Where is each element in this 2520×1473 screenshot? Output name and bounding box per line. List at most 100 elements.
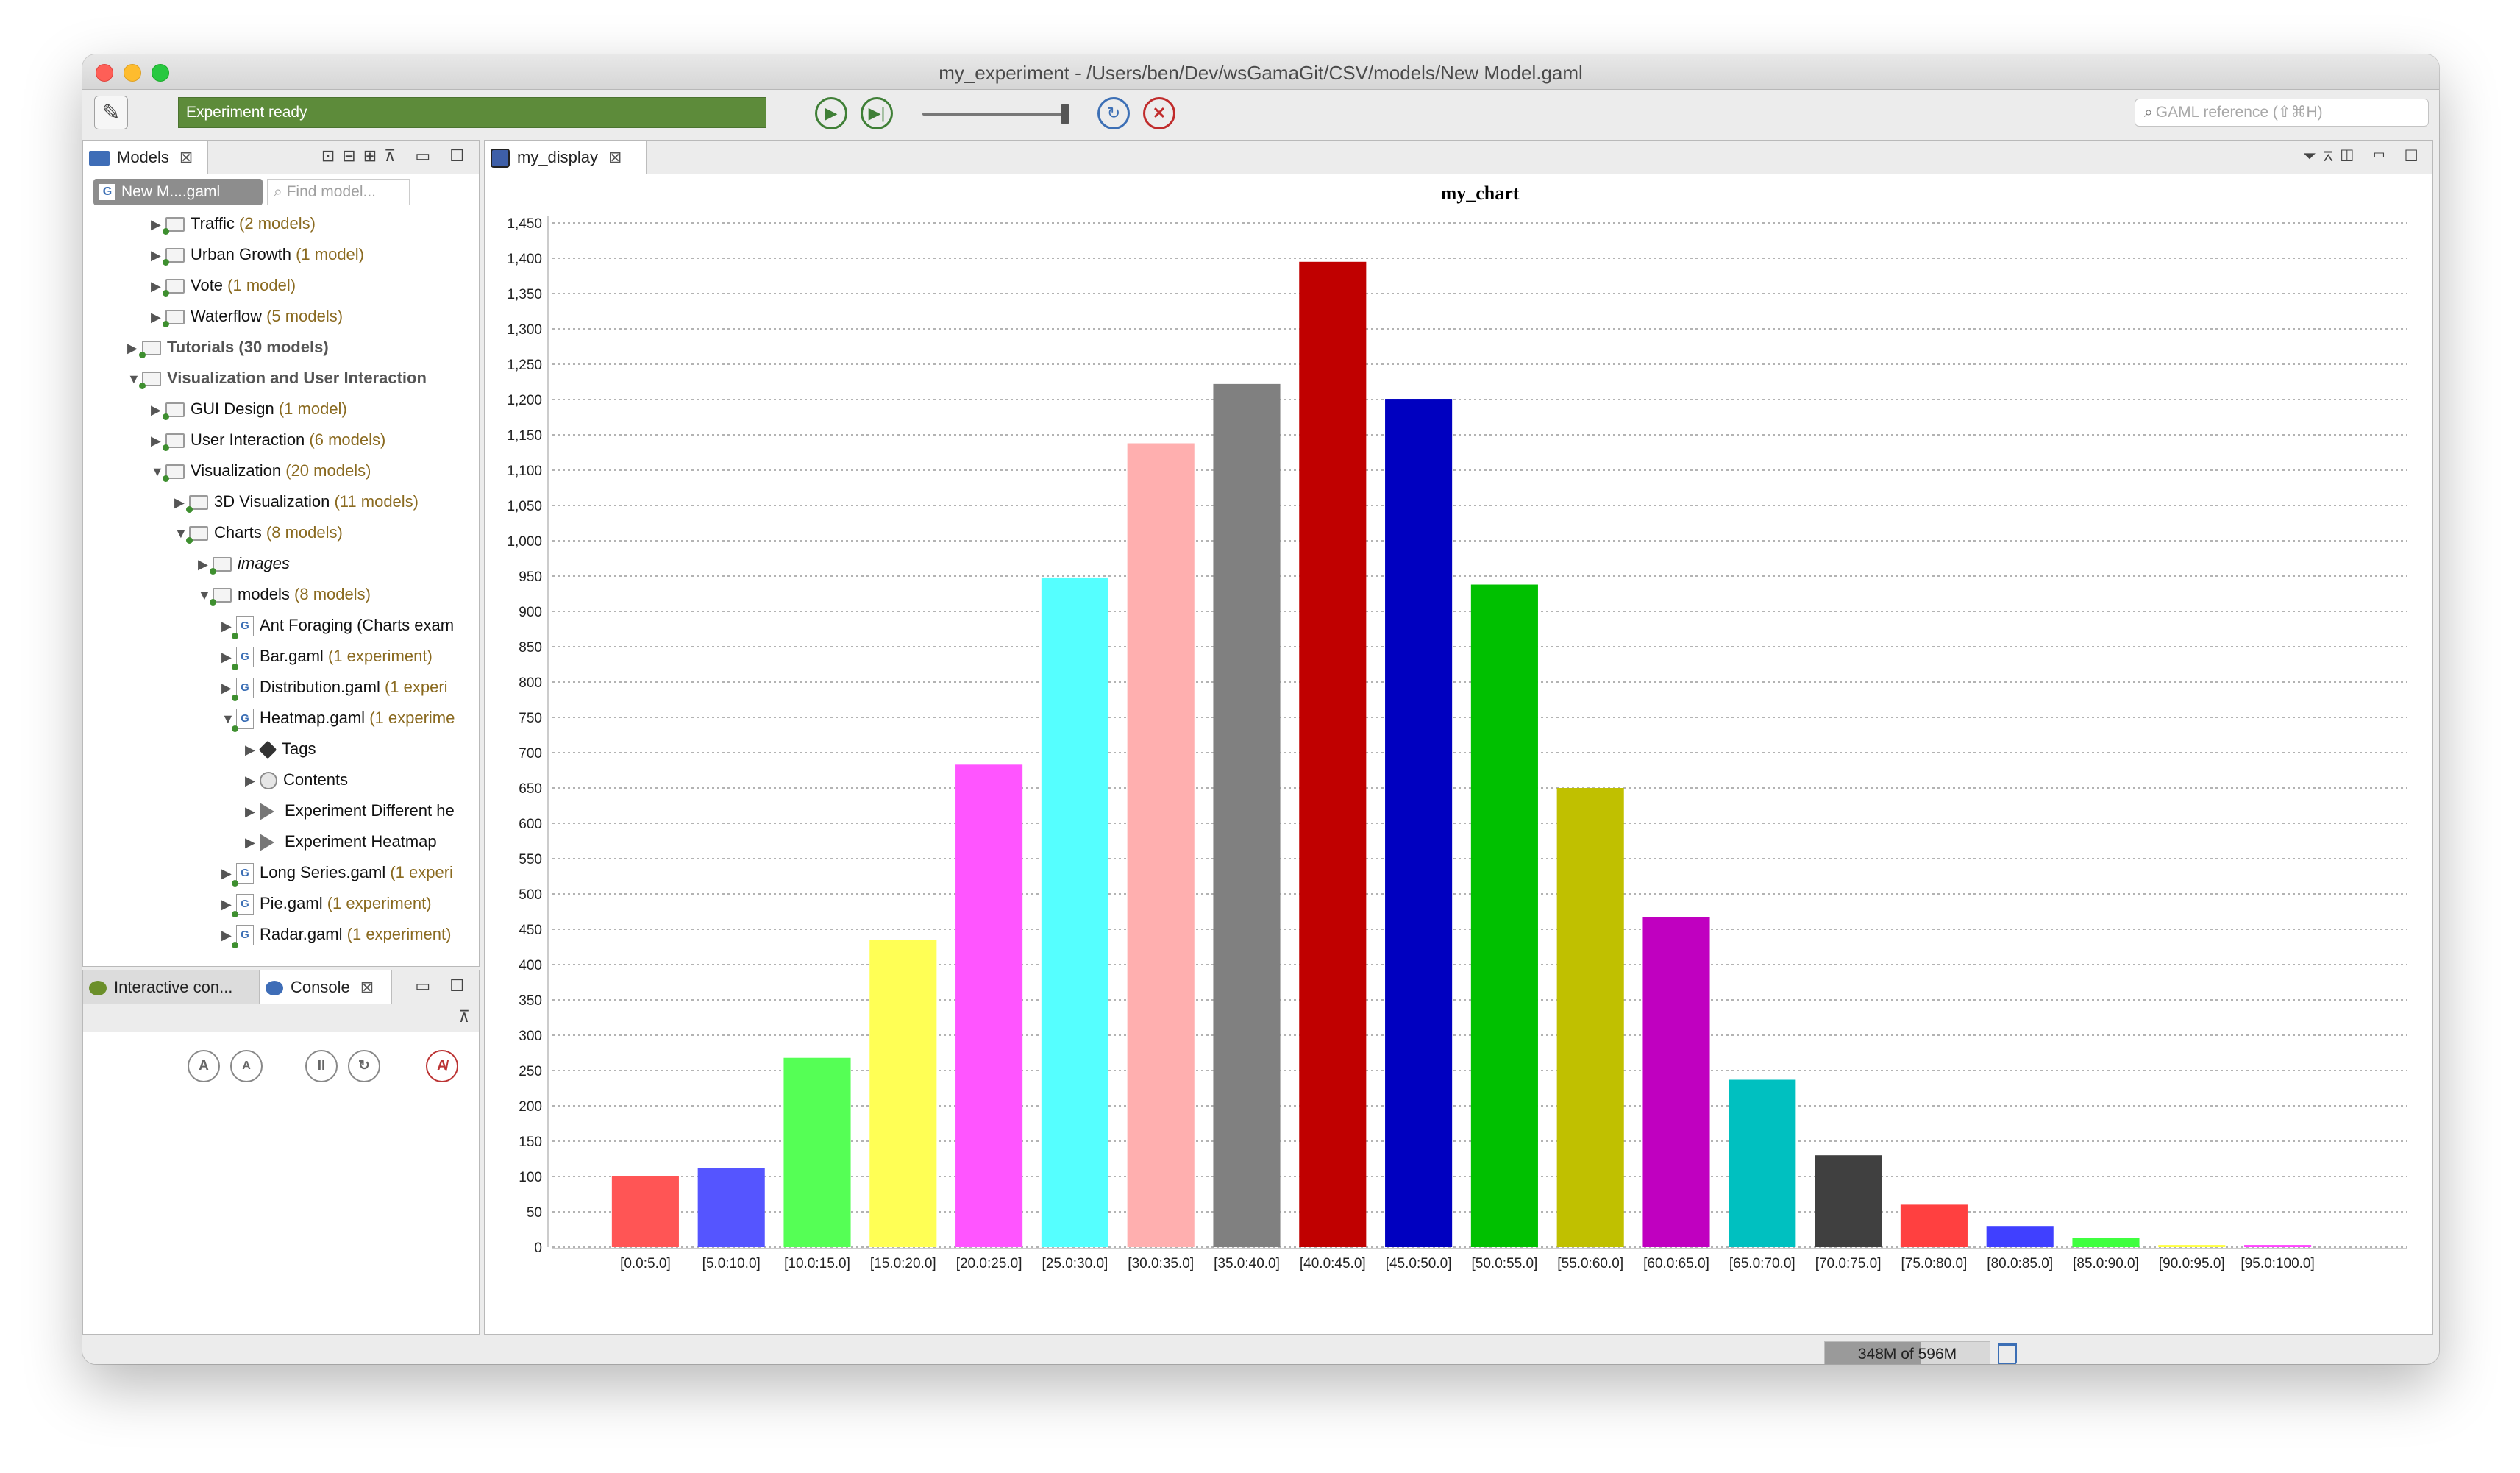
chevron-down-icon[interactable]: ▼ [127, 372, 140, 386]
chevron-right-icon[interactable]: ▶ [245, 742, 255, 757]
tree-item[interactable]: ▶ Tags [245, 734, 316, 764]
folder-icon [89, 151, 110, 166]
find-model-input[interactable]: ⌕ Find model... [267, 179, 410, 205]
tree-item-count: (1 experiment) [327, 894, 432, 912]
speed-slider-knob[interactable] [1061, 104, 1069, 124]
play-icon[interactable]: ▶ [815, 97, 847, 129]
chevron-down-icon[interactable]: ▼ [174, 526, 188, 541]
tree-item[interactable]: ▶ G Ant Foraging (Charts exam [221, 610, 454, 641]
close-icon[interactable]: ⊠ [360, 978, 374, 996]
y-tick-label: 550 [519, 852, 542, 867]
chevron-right-icon[interactable]: ▶ [245, 835, 255, 850]
chevron-right-icon[interactable]: ▶ [151, 433, 161, 448]
window-close-button[interactable] [96, 64, 113, 82]
tree-item[interactable]: ▶ G Distribution.gaml (1 experi [221, 672, 448, 703]
tree-item[interactable]: ▶ Tutorials (30 models) [127, 332, 329, 363]
tree-item-count: (2 models) [239, 214, 316, 233]
window-title: my_experiment - /Users/ben/Dev/wsGamaGit… [939, 62, 1583, 84]
tree-item[interactable]: ▶ Vote (1 model) [151, 270, 296, 301]
chevron-right-icon[interactable]: ▶ [245, 773, 255, 788]
tree-item[interactable]: ▶ GUI Design (1 model) [151, 394, 347, 425]
window-minimize-button[interactable] [124, 64, 141, 82]
chevron-right-icon[interactable]: ▶ [198, 557, 208, 572]
tab-my-display[interactable]: my_display ⊠ [485, 141, 647, 174]
chevron-right-icon[interactable]: ▶ [151, 279, 161, 294]
chevron-right-icon[interactable]: ▶ [245, 804, 255, 819]
close-icon[interactable]: ⊠ [179, 148, 193, 166]
collapse-icon[interactable]: ⊼ [458, 1007, 470, 1026]
display-panel-icons[interactable]: ⏷⊼◫ ▭ ☐ [2302, 146, 2425, 165]
chevron-right-icon[interactable]: ▶ [151, 310, 161, 324]
tree-item[interactable]: ▼ models (8 models) [198, 579, 371, 610]
close-icon[interactable]: ✕ [1143, 97, 1175, 129]
memory-indicator[interactable]: 348M of 596M [1824, 1341, 1990, 1364]
chevron-down-icon[interactable]: ▼ [221, 711, 235, 726]
y-tick-label: 1,050 [507, 499, 542, 514]
chevron-down-icon[interactable]: ▼ [151, 464, 164, 479]
decrease-font-icon[interactable]: A [230, 1050, 263, 1082]
tree-item[interactable]: ▶ G Long Series.gaml (1 experi [221, 857, 453, 888]
tree-item[interactable]: ▶ images [198, 548, 290, 579]
model-selector-button[interactable]: G New M....gaml [93, 179, 263, 205]
clear-console-icon[interactable]: A̸ [426, 1050, 458, 1082]
tree-item[interactable]: ▶ 3D Visualization (11 models) [174, 486, 419, 517]
panel-toolbar-icons[interactable]: ⊡⊟⊞⊼ ▭ ☐ [321, 146, 471, 165]
chevron-right-icon[interactable]: ▶ [221, 619, 232, 633]
console-panel-icons[interactable]: ▭ ☐ [415, 976, 471, 995]
folder-icon [163, 402, 185, 421]
chevron-right-icon[interactable]: ▶ [221, 866, 232, 881]
chevron-right-icon[interactable]: ▶ [221, 897, 232, 912]
refresh-icon[interactable]: ↻ [348, 1050, 380, 1082]
chevron-right-icon[interactable]: ▶ [221, 928, 232, 943]
reload-icon[interactable]: ↻ [1097, 97, 1130, 129]
folder-icon [163, 433, 185, 452]
chevron-right-icon[interactable]: ▶ [151, 402, 161, 417]
chevron-right-icon[interactable]: ▶ [221, 681, 232, 695]
bar [1470, 584, 1538, 1247]
tab-models[interactable]: Models ⊠ [83, 141, 208, 174]
window-maximize-button[interactable] [152, 64, 169, 82]
chevron-right-icon[interactable]: ▶ [221, 650, 232, 664]
tree-item[interactable]: ▶ G Bar.gaml (1 experiment) [221, 641, 433, 672]
folder-icon [186, 495, 208, 514]
tree-item[interactable]: ▶ G Radar.gaml (1 experiment) [221, 919, 451, 950]
chevron-down-icon[interactable]: ▼ [198, 588, 211, 603]
close-icon[interactable]: ⊠ [608, 148, 622, 166]
play-icon [260, 834, 274, 852]
tab-console[interactable]: Console ⊠ [260, 970, 392, 1004]
tree-item[interactable]: ▶ Contents [245, 764, 348, 795]
step-icon[interactable]: ▶︎| [861, 97, 893, 129]
pause-icon[interactable]: II [305, 1050, 338, 1082]
tree-item[interactable]: ▼ Visualization (20 models) [151, 455, 371, 486]
tab-interactive-console[interactable]: Interactive con... [83, 970, 260, 1004]
tree-item[interactable]: ▶ Experiment Different he [245, 795, 455, 826]
edit-icon[interactable]: ✎ [94, 96, 128, 129]
tree-item[interactable]: ▼ Visualization and User Interaction [127, 363, 427, 394]
tree-item[interactable]: ▼ G Heatmap.gaml (1 experime [221, 703, 455, 734]
tree-item-label: Pie.gaml [260, 894, 323, 912]
chevron-right-icon[interactable]: ▶ [174, 495, 185, 510]
display-panel-header: my_display ⊠ ⏷⊼◫ ▭ ☐ [485, 141, 2432, 174]
console-panel: Interactive con... Console ⊠ ▭ ☐ ⊼ A A II… [82, 970, 480, 1335]
trash-icon[interactable] [1998, 1343, 2017, 1364]
tree-item-label: Waterflow [191, 307, 262, 325]
tree-item[interactable]: ▶ User Interaction (6 models) [151, 425, 385, 455]
tree-item[interactable]: ▼ Charts (8 models) [174, 517, 343, 548]
tree-item[interactable]: ▶ Experiment Heatmap [245, 826, 437, 857]
tree-item[interactable]: ▶ Traffic (2 models) [151, 208, 316, 239]
chevron-right-icon[interactable]: ▶ [151, 248, 161, 263]
tree-item[interactable]: ▶ Urban Growth (1 model) [151, 239, 364, 270]
tree-item[interactable]: ▶ G Pie.gaml (1 experiment) [221, 888, 432, 919]
tree-item[interactable]: ▶ Waterflow (5 models) [151, 301, 343, 332]
gaml-reference-search[interactable]: ⌕ GAML reference (⇧⌘H) [2135, 99, 2429, 127]
speed-slider[interactable] [922, 113, 1068, 116]
bar [2244, 1245, 2312, 1247]
y-tick-label: 150 [519, 1135, 542, 1150]
chevron-right-icon[interactable]: ▶ [127, 341, 138, 355]
tree-item-label: images [238, 554, 290, 572]
increase-font-icon[interactable]: A [188, 1050, 220, 1082]
chevron-right-icon[interactable]: ▶ [151, 217, 161, 232]
y-tick-label: 750 [519, 711, 542, 726]
console-icon [266, 981, 283, 996]
tree-item-count: (30 models) [238, 338, 329, 356]
